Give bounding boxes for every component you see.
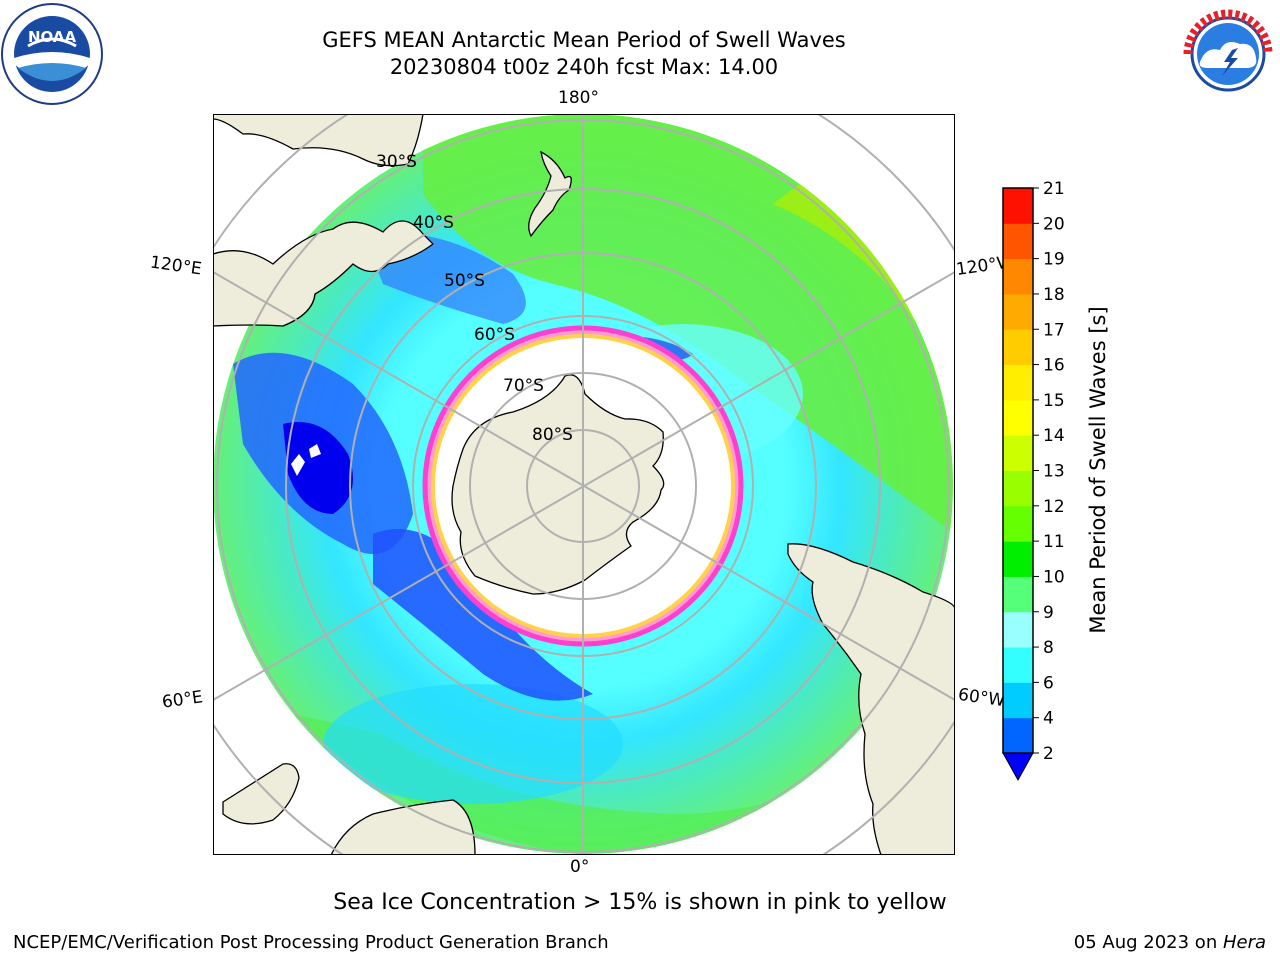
colorbar-segment [1003,717,1033,754]
lon-label-60e: 60°E [160,687,205,713]
colorbar-segment [1003,293,1033,330]
graticule [213,114,955,855]
colorbar-tick-label: 10 [1043,567,1065,587]
lat-label-40s: 40°S [413,213,454,233]
colorbar-tick-label: 12 [1043,497,1065,517]
footer-credit: NCEP/EMC/Verification Post Processing Pr… [13,932,609,953]
colorbar-segment [1003,399,1033,436]
colorbar-under-arrow [1002,752,1034,782]
colorbar-segment [1003,505,1033,542]
colorbar-tick-label: 15 [1043,391,1065,411]
colorbar-tick-label: 16 [1043,356,1065,376]
lon-label-180: 180° [558,88,599,108]
colorbar-tick-label: 4 [1043,709,1054,729]
colorbar-segment [1003,223,1033,260]
colorbar: 2 4 6 8 9 10 11 12 13 14 15 16 17 18 19 20 21 Mean Perio… [980,179,1120,800]
colorbar-tick-label: 14 [1043,426,1065,446]
colorbar-label: Mean Period of Swell Waves [s] [1086,306,1110,633]
colorbar-tick-label: 21 [1043,180,1065,199]
sea-ice-caption: Sea Ice Concentration > 15% is shown in … [333,890,947,915]
colorbar-segment [1003,329,1033,366]
colorbar-tick-label: 20 [1043,214,1065,234]
lon-label-0: 0° [570,857,590,877]
colorbar-segment [1003,188,1033,224]
antarctic-swell-period-map: 30°S 40°S 50°S 60°S 70°S 80°S [212,113,956,856]
colorbar-segment [1003,364,1033,401]
chart-title: GEFS MEAN Antarctic Mean Period of Swell… [322,28,846,52]
nws-logo [1176,2,1280,106]
colorbar-tick-label: 2 [1043,744,1054,764]
svg-text:NOAA: NOAA [28,28,77,46]
chart-subtitle: 20230804 t00z 240h fcst Max: 14.00 [389,55,779,79]
footer-date: 05 Aug 2023 on Hera [1074,932,1266,953]
colorbar-segment [1003,682,1033,719]
lat-label-30s: 30°S [376,152,417,172]
colorbar-segment [1003,576,1033,613]
colorbar-tick-label: 18 [1043,285,1065,305]
colorbar-tick-label: 9 [1043,603,1054,623]
colorbar-tick-label: 13 [1043,462,1065,482]
lon-label-120e: 120°E [148,252,203,280]
colorbar-tick-label: 11 [1043,532,1065,552]
colorbar-tick-label: 17 [1043,320,1065,340]
colorbar-segment [1003,541,1033,577]
lat-label-50s: 50°S [444,271,485,291]
footer-date-text: 05 Aug 2023 on [1073,932,1223,953]
lat-label-60s: 60°S [474,325,515,345]
noaa-logo: NOAA [0,2,104,106]
colorbar-tick-label: 19 [1043,250,1065,270]
colorbar-segment [1003,258,1033,295]
colorbar-segment [1003,647,1033,683]
colorbar-segment [1003,470,1033,507]
colorbar-segment [1003,611,1033,648]
footer-host: Hera [1222,932,1266,953]
lat-label-70s: 70°S [503,376,544,396]
colorbar-segment [1003,435,1033,471]
colorbar-tick-label: 6 [1043,673,1054,693]
colorbar-tick-label: 8 [1043,638,1054,658]
lat-label-80s: 80°S [532,425,573,445]
